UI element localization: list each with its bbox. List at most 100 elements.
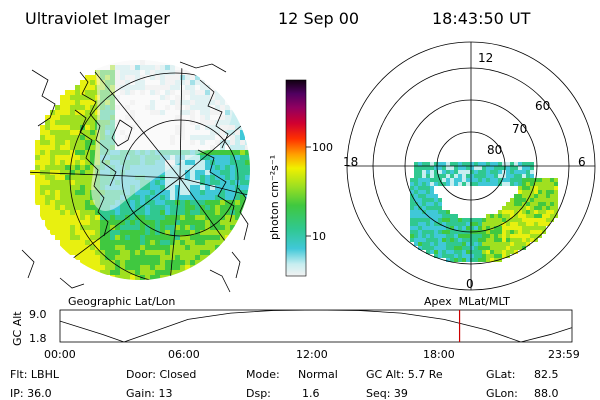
left-pixel <box>205 235 210 240</box>
right-pixel <box>438 182 442 186</box>
left-pixel <box>95 210 100 215</box>
right-pixel <box>506 202 510 206</box>
right-pixel <box>502 234 506 238</box>
right-pixel <box>482 222 486 226</box>
left-pixel <box>55 210 60 215</box>
right-pixel <box>510 210 514 214</box>
right-pixel <box>410 222 414 226</box>
left-pixel <box>205 240 210 245</box>
left-pixel <box>120 230 125 235</box>
left-pixel <box>125 205 130 210</box>
left-pixel <box>175 270 180 275</box>
left-pixel <box>100 225 105 230</box>
right-pixel <box>478 246 482 250</box>
left-pixel <box>175 235 180 240</box>
right-pixel <box>530 194 534 198</box>
right-pixel <box>486 258 490 262</box>
left-pixel <box>90 95 95 100</box>
right-pixel <box>410 238 414 242</box>
left-pixel <box>195 215 200 220</box>
left-pixel <box>200 220 205 225</box>
left-pixel <box>135 250 140 255</box>
left-pixel <box>140 245 145 250</box>
right-pixel <box>422 186 426 190</box>
right-pixel <box>514 230 518 234</box>
right-pixel <box>522 234 526 238</box>
left-pixel <box>75 240 80 245</box>
left-pixel <box>215 250 220 255</box>
left-pixel <box>165 190 170 195</box>
left-pixel <box>230 175 235 180</box>
right-pixel <box>514 166 518 170</box>
right-pixel <box>466 182 470 186</box>
left-pixel <box>185 180 190 185</box>
left-pixel <box>140 230 145 235</box>
left-pixel <box>145 275 150 280</box>
left-pixel <box>45 215 50 220</box>
left-pixel <box>155 215 160 220</box>
right-pixel <box>442 166 446 170</box>
left-pixel <box>245 155 250 160</box>
right-pixel <box>418 230 422 234</box>
left-pixel <box>85 160 90 165</box>
left-pixel <box>200 205 205 210</box>
left-pixel <box>100 215 105 220</box>
right-pixel <box>482 166 486 170</box>
left-pixel <box>205 165 210 170</box>
right-pixel <box>418 190 422 194</box>
left-pixel <box>150 230 155 235</box>
left-pixel <box>55 195 60 200</box>
right-pixel <box>462 258 466 262</box>
right-pixel <box>494 234 498 238</box>
right-pixel <box>454 230 458 234</box>
left-pixel <box>125 275 130 280</box>
left-pixel <box>170 185 175 190</box>
left-pixel <box>175 260 180 265</box>
right-pixel <box>518 186 522 190</box>
right-pixel <box>534 234 538 238</box>
left-pixel <box>45 180 50 185</box>
right-pixel <box>478 218 482 222</box>
left-pixel <box>195 185 200 190</box>
right-pixel <box>498 162 502 166</box>
right-pixel <box>430 238 434 242</box>
left-pixel <box>55 130 60 135</box>
right-pixel <box>458 226 462 230</box>
right-pixel <box>470 258 474 262</box>
left-pixel <box>185 185 190 190</box>
right-pixel <box>522 214 526 218</box>
left-pixel <box>235 195 240 200</box>
right-pixel <box>494 170 498 174</box>
left-pixel <box>170 170 175 175</box>
right-pixel <box>458 162 462 166</box>
left-pixel <box>95 230 100 235</box>
right-pixel <box>554 202 558 206</box>
left-pixel <box>220 195 225 200</box>
left-pixel <box>175 175 180 180</box>
left-pixel <box>125 220 130 225</box>
left-pixel <box>145 215 150 220</box>
left-pixel <box>80 100 85 105</box>
right-pixel <box>474 258 478 262</box>
right-pixel <box>426 238 430 242</box>
left-pixel <box>165 170 170 175</box>
right-pixel <box>458 174 462 178</box>
right-pixel <box>434 198 438 202</box>
left-pixel <box>195 225 200 230</box>
header-time: 18:43:50 UT <box>432 9 531 28</box>
right-pixel <box>474 174 478 178</box>
right-pixel <box>486 166 490 170</box>
left-pixel <box>175 240 180 245</box>
left-pixel <box>80 155 85 160</box>
right-pixel <box>466 246 470 250</box>
left-pixel <box>135 240 140 245</box>
left-pixel <box>185 175 190 180</box>
right-pixel <box>526 182 530 186</box>
right-pixel <box>498 210 502 214</box>
left-pixel <box>185 215 190 220</box>
left-pixel <box>80 165 85 170</box>
left-pixel <box>80 115 85 120</box>
left-pixel <box>205 220 210 225</box>
right-pixel <box>494 254 498 258</box>
right-pixel <box>502 170 506 174</box>
